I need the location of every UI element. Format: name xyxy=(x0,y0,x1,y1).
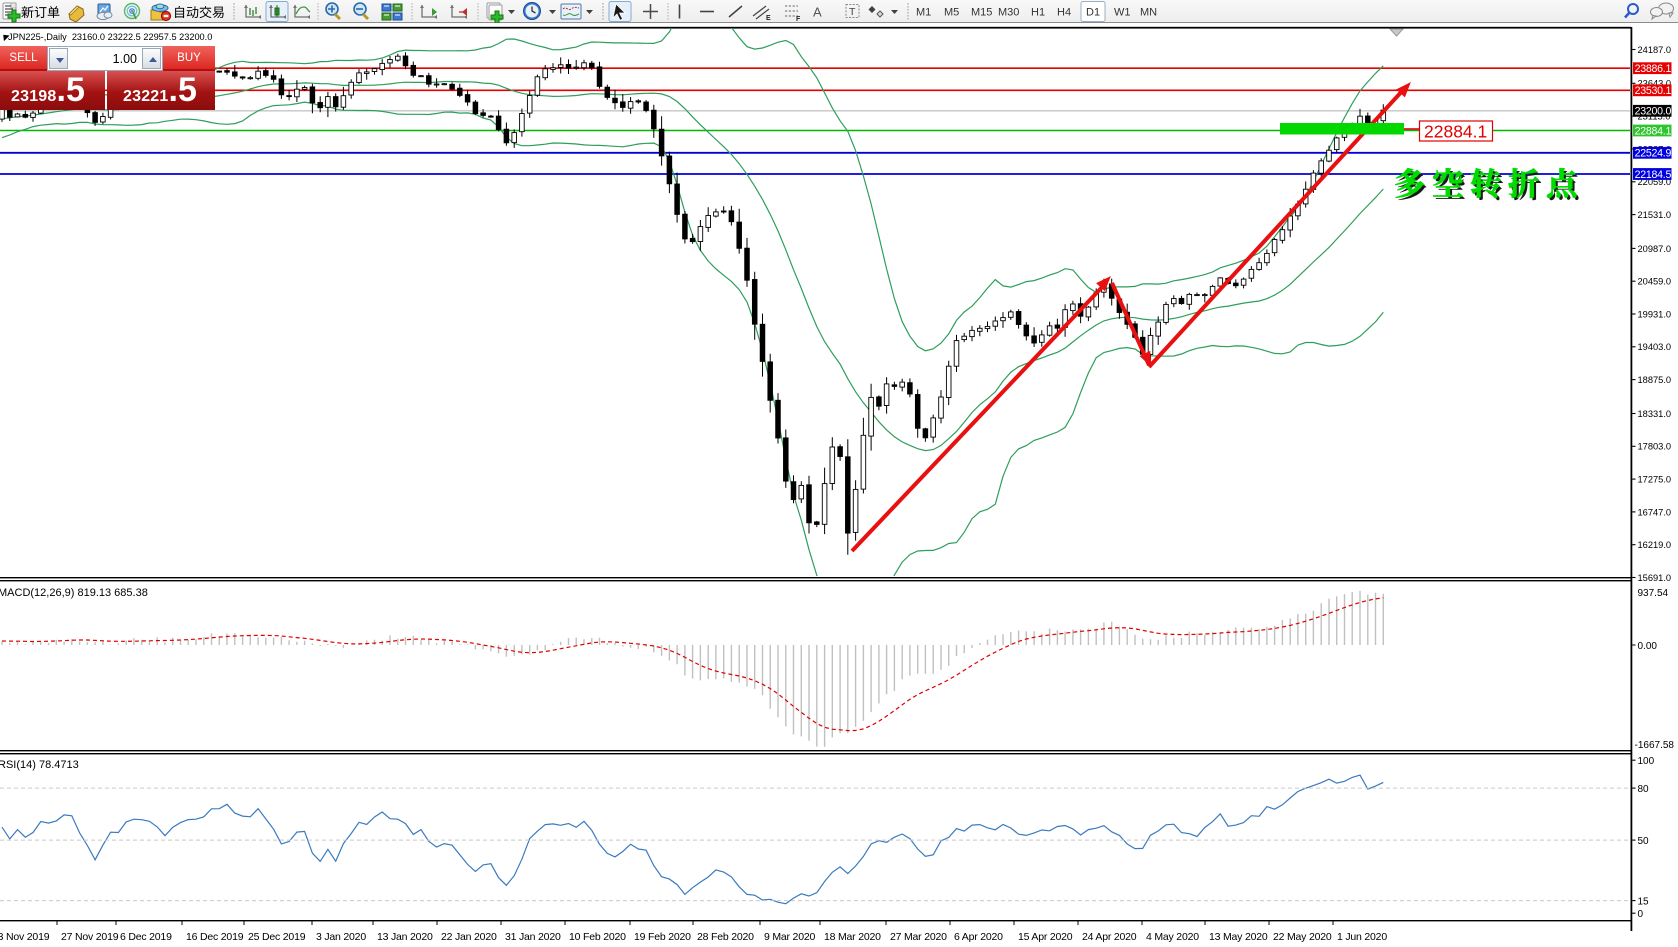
svg-text:4 May 2020: 4 May 2020 xyxy=(1146,931,1199,943)
svg-text:H4: H4 xyxy=(1057,7,1071,19)
svg-text:17275.0: 17275.0 xyxy=(1638,475,1672,485)
svg-text:W1: W1 xyxy=(1114,7,1131,19)
svg-text:1 Jun 2020: 1 Jun 2020 xyxy=(1337,931,1387,943)
svg-text:937.54: 937.54 xyxy=(1638,588,1669,599)
svg-text:22059.0: 22059.0 xyxy=(1638,177,1672,187)
svg-text:13 Nov 2019: 13 Nov 2019 xyxy=(0,931,50,943)
svg-text:MN: MN xyxy=(1140,7,1157,19)
svg-text:18331.0: 18331.0 xyxy=(1638,409,1672,419)
svg-text:27 Mar 2020: 27 Mar 2020 xyxy=(890,931,947,943)
svg-text:23643.0: 23643.0 xyxy=(1638,79,1672,89)
svg-text:22884.1: 22884.1 xyxy=(1635,125,1672,137)
svg-text:A: A xyxy=(813,5,822,20)
svg-text:9 Mar 2020: 9 Mar 2020 xyxy=(764,931,815,943)
svg-text:16219.0: 16219.0 xyxy=(1638,540,1672,550)
svg-text:T: T xyxy=(849,6,856,18)
svg-text:20459.0: 20459.0 xyxy=(1638,277,1672,287)
svg-text:0: 0 xyxy=(1638,909,1644,920)
svg-text:23200.0: 23200.0 xyxy=(1635,106,1672,118)
svg-text:RSI(14) 78.4713: RSI(14) 78.4713 xyxy=(0,759,79,771)
svg-text:28 Feb 2020: 28 Feb 2020 xyxy=(697,931,754,943)
svg-text:17803.0: 17803.0 xyxy=(1638,442,1672,452)
svg-text:19403.0: 19403.0 xyxy=(1638,342,1672,352)
svg-text:16 Dec 2019: 16 Dec 2019 xyxy=(186,931,244,943)
svg-text:D1: D1 xyxy=(1086,7,1100,19)
svg-text:19931.0: 19931.0 xyxy=(1638,309,1672,319)
svg-text:22524.9: 22524.9 xyxy=(1635,148,1672,160)
svg-text:E: E xyxy=(766,15,771,22)
svg-text:19 Feb 2020: 19 Feb 2020 xyxy=(634,931,691,943)
svg-text:13 Jan 2020: 13 Jan 2020 xyxy=(377,931,433,943)
svg-text:MACD(12,26,9) 819.13 685.38: MACD(12,26,9) 819.13 685.38 xyxy=(0,587,148,599)
svg-text:0.00: 0.00 xyxy=(1638,641,1658,652)
svg-text:M5: M5 xyxy=(944,7,959,19)
svg-text:22 Jan 2020: 22 Jan 2020 xyxy=(441,931,497,943)
svg-text:15 Apr 2020: 15 Apr 2020 xyxy=(1018,931,1073,943)
svg-text:31 Jan 2020: 31 Jan 2020 xyxy=(505,931,561,943)
svg-text:6 Apr 2020: 6 Apr 2020 xyxy=(954,931,1003,943)
svg-text:M30: M30 xyxy=(998,7,1019,19)
svg-text:-1667.58: -1667.58 xyxy=(1635,740,1675,751)
svg-text:24 Apr 2020: 24 Apr 2020 xyxy=(1082,931,1137,943)
svg-text:M15: M15 xyxy=(971,7,992,19)
svg-text:21531.0: 21531.0 xyxy=(1638,210,1672,220)
svg-text:23886.1: 23886.1 xyxy=(1635,63,1672,75)
svg-text:25 Dec 2019: 25 Dec 2019 xyxy=(248,931,306,943)
svg-text:H1: H1 xyxy=(1031,7,1045,19)
svg-text:15: 15 xyxy=(1638,897,1650,908)
svg-text:23530.1: 23530.1 xyxy=(1635,85,1672,97)
svg-text:3 Jan 2020: 3 Jan 2020 xyxy=(316,931,366,943)
svg-text:22184.5: 22184.5 xyxy=(1635,169,1672,181)
svg-text:6 Dec 2019: 6 Dec 2019 xyxy=(120,931,172,943)
svg-text:16747.0: 16747.0 xyxy=(1638,507,1672,517)
svg-text:50: 50 xyxy=(1638,836,1650,847)
svg-text:22 May 2020: 22 May 2020 xyxy=(1273,931,1332,943)
svg-text:22884.1: 22884.1 xyxy=(1424,122,1487,142)
svg-text:10 Feb 2020: 10 Feb 2020 xyxy=(569,931,626,943)
svg-text:F: F xyxy=(796,16,801,23)
svg-text:13 May 2020: 13 May 2020 xyxy=(1209,931,1268,943)
svg-text:27 Nov 2019: 27 Nov 2019 xyxy=(61,931,119,943)
svg-text:15691.0: 15691.0 xyxy=(1638,573,1672,583)
svg-text:18 Mar 2020: 18 Mar 2020 xyxy=(824,931,881,943)
svg-text:20987.0: 20987.0 xyxy=(1638,244,1672,254)
svg-text:100: 100 xyxy=(1638,756,1655,767)
svg-text:18875.0: 18875.0 xyxy=(1638,375,1672,385)
svg-text:M1: M1 xyxy=(916,7,931,19)
svg-text:80: 80 xyxy=(1638,784,1650,795)
svg-text:24187.0: 24187.0 xyxy=(1638,45,1672,55)
